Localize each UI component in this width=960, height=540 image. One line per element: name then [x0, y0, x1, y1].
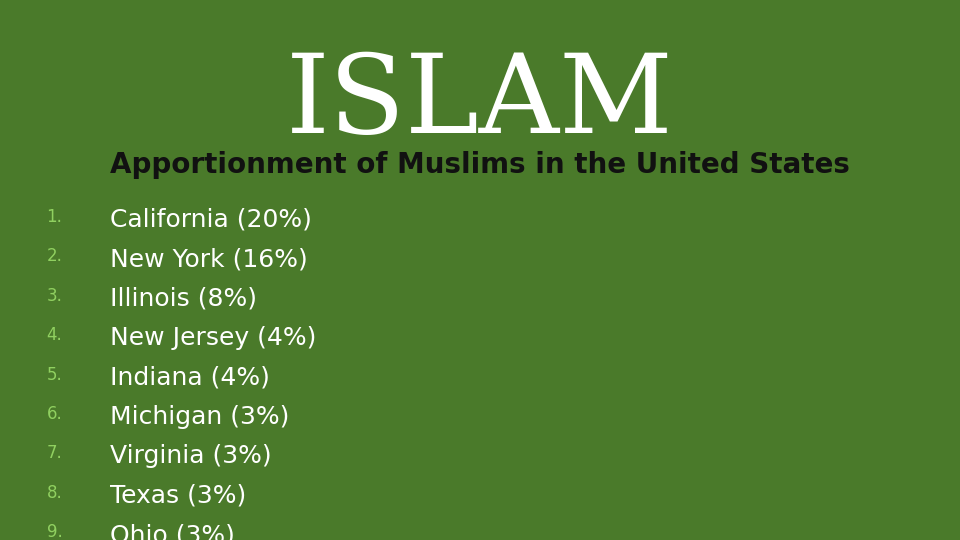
Text: Texas (3%): Texas (3%) [110, 484, 247, 508]
Text: 9.: 9. [47, 523, 62, 540]
Text: ISLAM: ISLAM [286, 49, 674, 156]
Text: Indiana (4%): Indiana (4%) [110, 366, 271, 389]
Text: 1.: 1. [46, 208, 62, 226]
Text: 5.: 5. [47, 366, 62, 383]
Text: 4.: 4. [47, 326, 62, 344]
Text: Apportionment of Muslims in the United States: Apportionment of Muslims in the United S… [110, 151, 850, 179]
Text: 3.: 3. [46, 287, 62, 305]
Text: 6.: 6. [47, 405, 62, 423]
Text: 7.: 7. [47, 444, 62, 462]
Text: California (20%): California (20%) [110, 208, 312, 232]
Text: 8.: 8. [47, 484, 62, 502]
Text: Virginia (3%): Virginia (3%) [110, 444, 272, 468]
Text: Illinois (8%): Illinois (8%) [110, 287, 257, 310]
Text: Michigan (3%): Michigan (3%) [110, 405, 290, 429]
Text: Ohio (3%): Ohio (3%) [110, 523, 235, 540]
Text: New York (16%): New York (16%) [110, 247, 308, 271]
Text: 2.: 2. [46, 247, 62, 265]
Text: New Jersey (4%): New Jersey (4%) [110, 326, 317, 350]
